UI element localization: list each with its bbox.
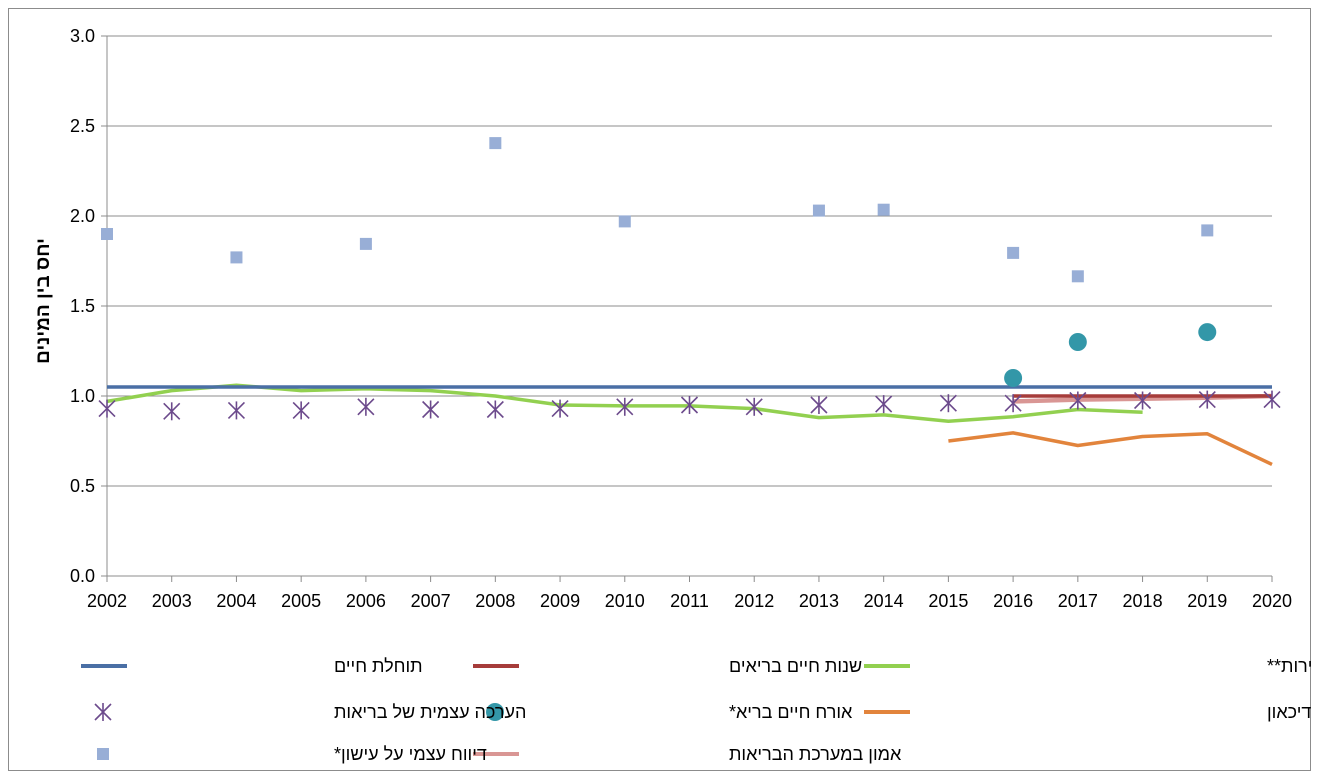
x-tick-label: 2005 [281, 591, 321, 611]
data-point [163, 402, 181, 421]
x-tick-label: 2019 [1187, 591, 1227, 611]
data-point [1004, 394, 1022, 413]
data-point [551, 399, 569, 418]
x-tick-label: 2004 [216, 591, 256, 611]
legend-label: אמון במערכת הבריאות [729, 744, 902, 764]
legend-item: מקרים חדשים של שאתות ממאירות** [864, 656, 1312, 676]
series-3 [98, 390, 1281, 421]
x-tick-label: 2020 [1252, 591, 1292, 611]
x-tick-label: 2018 [1123, 591, 1163, 611]
legend-item: תוחלת חיים [81, 656, 423, 676]
x-tick-label: 2008 [475, 591, 515, 611]
data-point [1068, 333, 1087, 351]
data-point [745, 397, 763, 416]
data-point [359, 237, 372, 250]
data-point [618, 215, 631, 228]
legend-item: תחושת דיכאון [864, 702, 1312, 722]
data-point [101, 228, 113, 240]
x-tick-label: 2014 [864, 591, 904, 611]
legend-label: דיווח עצמי על עישון* [334, 744, 487, 764]
x-tick-label: 2013 [799, 591, 839, 611]
data-point [875, 395, 893, 414]
series-6 [101, 137, 1214, 283]
data-point [1198, 390, 1216, 409]
data-point [1004, 369, 1023, 387]
legend-label: אורח חיים בריא* [729, 702, 853, 722]
legend: מקרים חדשים של שאתות ממאירות** שנות חיים … [81, 656, 1312, 764]
chart-frame: 0.0 0.5 1.0 1.5 2.0 2.5 3.0 2002 2003 2004 2005 20… [8, 8, 1312, 771]
data-point [1007, 246, 1020, 259]
x-tick-label: 2007 [411, 591, 451, 611]
series-4 [1004, 323, 1217, 387]
y-tick-label: 0.0 [70, 566, 95, 586]
legend-label: מקרים חדשים של שאתות ממאירות** [1267, 656, 1312, 676]
data-point [1071, 270, 1084, 283]
data-point [422, 400, 440, 419]
x-axis: 2002 2003 2004 2005 2006 2007 2008 2009 2010 2011… [87, 575, 1292, 611]
grid-lines [107, 35, 1272, 577]
x-tick-label: 2011 [670, 591, 709, 611]
legend-label: הערכה עצמית של בריאות [334, 702, 526, 722]
x-tick-label: 2003 [152, 591, 192, 611]
data-point [1133, 391, 1152, 410]
data-point [810, 396, 828, 414]
x-tick-label: 2012 [734, 591, 774, 611]
y-tick-label: 1.0 [70, 386, 95, 406]
data-point [227, 401, 246, 420]
legend-swatch [94, 703, 112, 721]
x-tick-label: 2017 [1058, 591, 1098, 611]
series-line [948, 431, 1273, 466]
data-point [877, 203, 890, 216]
x-tick-label: 2009 [540, 591, 580, 611]
series-5 [948, 431, 1273, 466]
legend-item: הערכה עצמית של בריאות [94, 702, 526, 722]
data-point [489, 137, 502, 150]
data-point [1069, 391, 1087, 410]
line-chart: 0.00.51.01.52.02.53.0 2002 2003 2004 2005 20… [33, 26, 1312, 764]
legend-label: תוחלת חיים [334, 656, 423, 676]
data-point [616, 397, 634, 416]
legend-label: תחושת דיכאון [1267, 702, 1312, 722]
series-layer [98, 137, 1281, 466]
y-tick-label: 0.5 [70, 476, 95, 496]
legend-swatch [486, 703, 504, 721]
data-point [292, 401, 310, 420]
y-tick-label: 2.5 [70, 116, 95, 136]
data-point [1198, 323, 1217, 342]
data-point [357, 397, 375, 416]
data-point [680, 396, 699, 414]
y-tick-label: 1.5 [70, 296, 95, 316]
legend-item: שנות חיים בריאים [473, 656, 862, 676]
y-tick-label: 3.0 [70, 26, 95, 46]
y-axis-label: יחס בין המינים [33, 238, 54, 364]
data-point [1201, 224, 1214, 237]
data-point [230, 251, 243, 264]
data-point [486, 400, 504, 419]
legend-swatch [97, 748, 109, 760]
data-point [939, 394, 957, 413]
x-tick-label: 2006 [346, 591, 386, 611]
data-point [812, 204, 825, 217]
legend-label: שנות חיים בריאים [729, 656, 862, 676]
x-tick-label: 2002 [87, 591, 127, 611]
x-tick-label: 2010 [605, 591, 645, 611]
legend-item: דיווח עצמי על עישון* [97, 744, 487, 764]
y-axis: 0.0 0.5 1.0 1.5 2.0 2.5 3.0 [70, 26, 108, 586]
legend-item: אמון במערכת הבריאות [473, 744, 902, 764]
data-point [1263, 390, 1281, 409]
x-tick-label: 2015 [928, 591, 968, 611]
legend-item: אורח חיים בריא* [486, 702, 853, 722]
y-tick-label: 2.0 [70, 206, 95, 226]
data-point [98, 399, 116, 418]
x-tick-label: 2016 [993, 591, 1033, 611]
